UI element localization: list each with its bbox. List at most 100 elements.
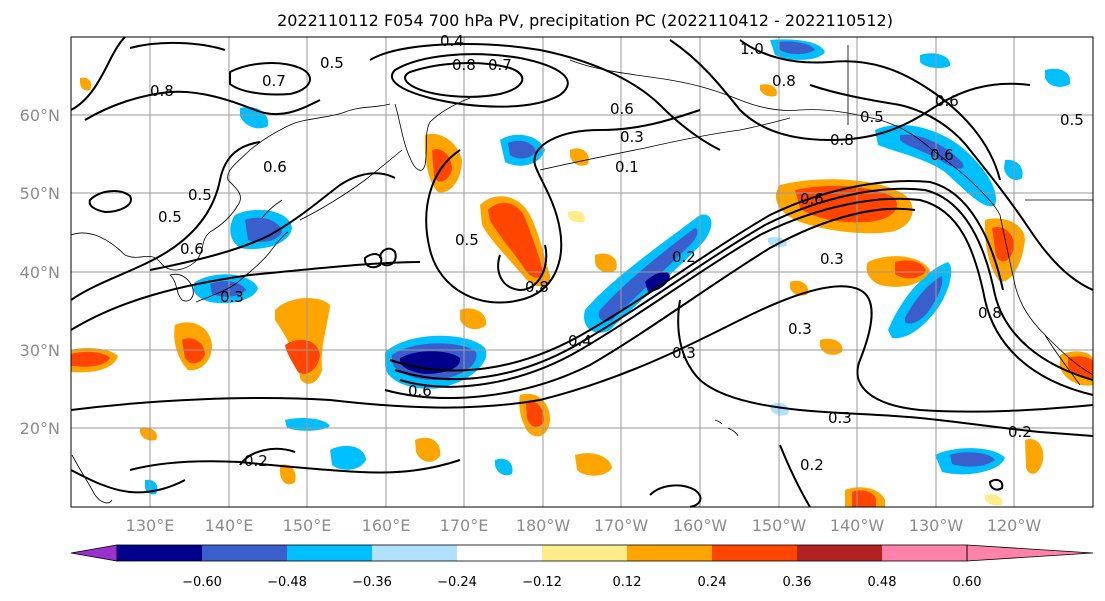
- contour-label: 0.6: [180, 240, 204, 258]
- precip-blob: [488, 203, 543, 278]
- colorbar-tick-label: −0.60: [182, 575, 222, 590]
- colorbar-tick-label: −0.36: [352, 575, 392, 590]
- precip-blob: [400, 351, 461, 374]
- lon-label: 160°E: [362, 516, 411, 535]
- precip-blob: [778, 41, 815, 55]
- contour-label: 0.8: [150, 82, 174, 100]
- colorbar-tick-label: 0.12: [613, 575, 642, 590]
- coastline-baja: [1044, 334, 1081, 386]
- precip-blob: [182, 338, 205, 364]
- pv-contour: [70, 141, 261, 301]
- precip-blob: [790, 280, 809, 296]
- precip-blob: [920, 53, 951, 69]
- contour-label: 0.3: [828, 409, 852, 427]
- lon-label: 170°W: [594, 516, 649, 535]
- contour-label: 0.2: [244, 452, 268, 470]
- contour-label: 0.5: [455, 231, 479, 249]
- colorbar-bin: [287, 545, 372, 561]
- coastlines: [70, 45, 1094, 504]
- lon-label: 120°W: [987, 516, 1042, 535]
- contour-label: 0.3: [220, 288, 244, 306]
- precip-blob: [1025, 438, 1044, 474]
- pv-contour: [384, 207, 916, 399]
- pv-contour: [779, 444, 811, 508]
- precip-blob: [285, 339, 320, 375]
- contour-label: 0.6: [263, 158, 287, 176]
- colorbar-bin: [627, 545, 712, 561]
- precip-blob: [1045, 68, 1071, 87]
- precip-blob: [598, 228, 698, 322]
- lon-label: 160°W: [673, 516, 728, 535]
- precip-blob: [595, 253, 617, 273]
- lon-label: 170°E: [440, 516, 489, 535]
- colorbar-tick-label: −0.24: [437, 575, 477, 590]
- precip-blob: [852, 490, 876, 507]
- precip-blob: [140, 427, 157, 441]
- colorbar-tick-label: 0.48: [868, 575, 897, 590]
- contour-label: 0.3: [820, 250, 844, 268]
- contour-label: 0.5: [188, 186, 212, 204]
- contour-label: 0.6: [930, 146, 954, 164]
- precip-blob: [570, 148, 589, 166]
- contour-label: 0.3: [672, 344, 696, 362]
- colorbar-extend-high: [966, 544, 1094, 562]
- coastline-kamchatka: [394, 97, 471, 171]
- pv-contour: [149, 172, 396, 271]
- contour-label: 0.5: [1060, 111, 1084, 129]
- contour-label: 0.6: [800, 190, 824, 208]
- map-area: 0.8 0.7 0.5 0.4 0.8 0.7 1.0 0.8 0.6 0.5 …: [70, 32, 1094, 508]
- precip-blob: [1004, 159, 1023, 181]
- contour-label: 0.8: [978, 304, 1002, 322]
- pv-contour: [677, 299, 1094, 437]
- coastline-asia: [70, 103, 391, 271]
- lat-label: 50°N: [20, 184, 60, 203]
- pv-contour: [70, 285, 1094, 413]
- contour-label: 0.2: [672, 248, 696, 266]
- coastline-kurils: [299, 149, 403, 221]
- contour-label: 0.8: [525, 278, 549, 296]
- contour-label: 0.1: [615, 158, 639, 176]
- colorbar-tick-label: 0.60: [953, 575, 982, 590]
- pv-contour: [425, 109, 701, 304]
- coastline-alaska: [569, 59, 1001, 216]
- contour-label: 0.4: [568, 332, 592, 350]
- lat-label: 60°N: [20, 106, 60, 125]
- contour-label: 0.7: [488, 56, 512, 74]
- precip-blob: [760, 84, 777, 97]
- contour-label: 1.0: [740, 40, 764, 58]
- contour-label: 0.2: [1008, 423, 1032, 441]
- figure-title: 2022110112 F054 700 hPa PV, precipitatio…: [277, 11, 893, 30]
- contour-label: 0.3: [788, 320, 812, 338]
- pv-contour: [129, 459, 461, 474]
- lon-label: 150°E: [283, 516, 332, 535]
- contour-label: 0.5: [158, 208, 182, 226]
- contour-label: 0.4: [605, 101, 629, 119]
- precip-blob: [820, 338, 843, 355]
- lon-label: 130°W: [909, 516, 964, 535]
- pv-contour: [497, 244, 548, 292]
- precip-blob: [526, 401, 545, 427]
- contour-label: 0.3: [620, 128, 644, 146]
- contour-label: 0.4: [440, 32, 464, 50]
- precip-blob: [895, 260, 926, 279]
- precip-blob: [875, 124, 996, 207]
- colorbar-tick-label: −0.12: [522, 575, 562, 590]
- lat-label: 30°N: [20, 341, 60, 360]
- pv-contour: [399, 197, 1094, 396]
- lat-label: 40°N: [20, 263, 60, 282]
- precip-blob: [992, 226, 1015, 262]
- colorbar-tick-label: 0.24: [698, 575, 727, 590]
- pv-contour: [404, 62, 524, 98]
- pv-contour: [239, 447, 296, 466]
- colorbar-bin: [372, 545, 457, 561]
- precip-blob: [900, 134, 964, 169]
- contour-label: 0.8: [830, 131, 854, 149]
- contour-label: 0.5: [320, 54, 344, 72]
- lat-label: 20°N: [20, 419, 60, 438]
- pv-contour: [84, 90, 321, 121]
- contour-label: 0.6: [935, 92, 959, 110]
- coastline-korea: [169, 273, 194, 302]
- coastline-hawaii: [714, 419, 739, 437]
- precip-blob: [495, 458, 513, 476]
